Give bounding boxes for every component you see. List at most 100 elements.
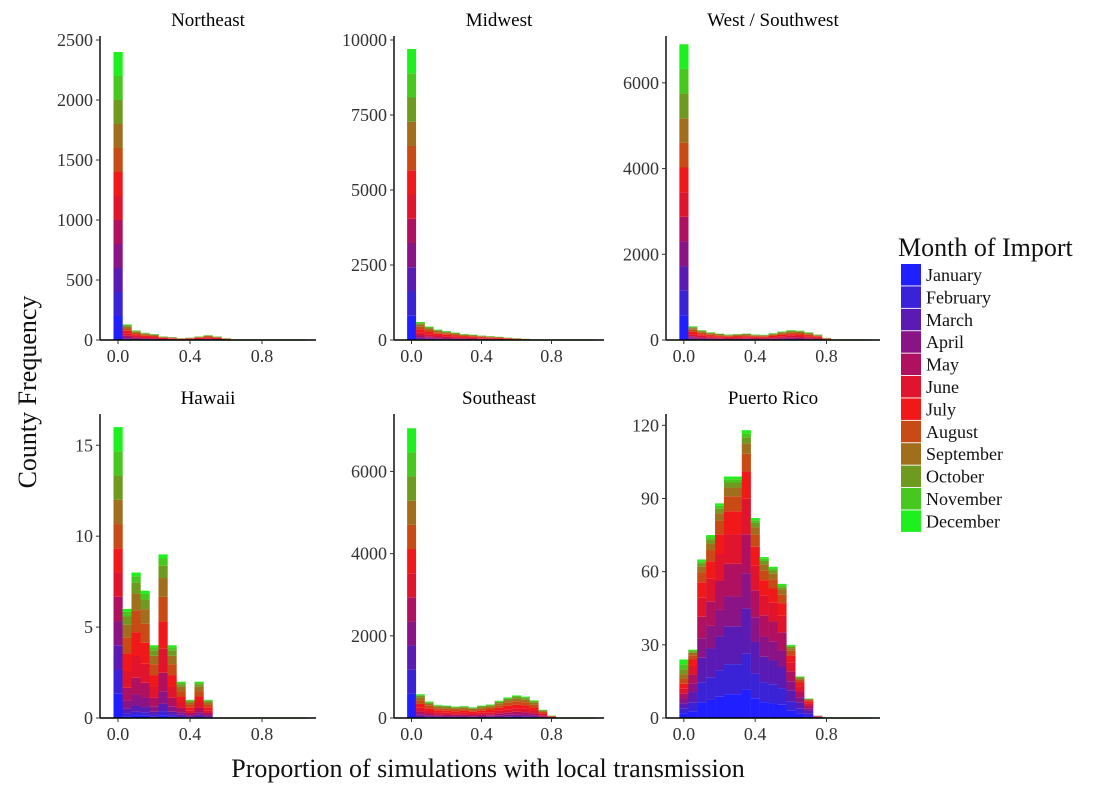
bar-segment (407, 218, 417, 243)
bar-segment (122, 328, 132, 331)
x-tick-label: 0.0 (400, 724, 423, 744)
bar-segment (750, 617, 760, 642)
bar-segment (140, 334, 150, 336)
bar-segment (786, 710, 796, 718)
bar-segment (158, 565, 168, 579)
legend-label: December (926, 511, 1000, 531)
bar-segment (185, 701, 195, 703)
bar-segment (723, 482, 734, 488)
bar-segment (433, 332, 443, 334)
panel-hawaii: 0 5 10 15 0.0 0.4 0.8 Hawaii (75, 388, 316, 744)
bar-segment (732, 596, 742, 627)
legend-label: February (926, 287, 991, 307)
panel-northeast: 0 500 1000 1500 2000 2500 0.0 0.4 0.8 Northeast (57, 10, 316, 366)
bar-segment (741, 608, 751, 654)
bar-segment (477, 716, 487, 718)
legend-swatch (901, 331, 921, 353)
bar-segment (122, 708, 132, 714)
y-tick-label: 15 (75, 435, 93, 455)
bar-segment (679, 703, 689, 709)
bar-segment (477, 708, 487, 711)
bar-segment (706, 578, 716, 602)
bar-segment (442, 708, 452, 711)
bar-segment (768, 684, 778, 704)
panel-title: Southeast (462, 388, 537, 409)
bar-segment (131, 338, 141, 340)
bar-segment (795, 333, 805, 335)
bar-segment (512, 708, 522, 712)
bar-segment (407, 315, 417, 340)
bar-segment (786, 644, 796, 646)
x-tick-label: 0.4 (744, 724, 767, 744)
bar-segment (706, 543, 716, 551)
bar-segment (777, 594, 787, 604)
bar-segment (679, 708, 689, 714)
bar-segment (715, 334, 725, 336)
bar-segment (768, 334, 778, 336)
bar-segment (131, 655, 141, 678)
bar-segment (122, 713, 132, 717)
bar-segment (407, 146, 417, 171)
y-tick-label: 0 (378, 708, 387, 728)
bar-segment (768, 337, 778, 339)
bar-segment (203, 716, 213, 718)
bar-segment (113, 244, 123, 268)
bar-segment (697, 616, 707, 639)
bar-segment (167, 686, 177, 698)
bar-segment (459, 707, 469, 710)
bar-segment (520, 705, 530, 709)
bar-segment (407, 621, 417, 646)
bar-segment (176, 684, 186, 687)
bar-segment (750, 565, 760, 591)
bar-segment (777, 587, 787, 590)
bar-segment (688, 328, 698, 330)
legend-label: July (926, 399, 956, 419)
bar-segment (131, 331, 141, 332)
bar-segment (122, 616, 132, 625)
bar-segment (185, 716, 195, 718)
bar-segment (768, 588, 778, 603)
bar-segment (424, 702, 434, 704)
bar-segment (715, 534, 725, 555)
bar-segment (494, 713, 504, 716)
bar-segment (131, 677, 141, 695)
panel-puerto-rico: 0 30 60 90 120 0.0 0.4 0.8 Puerto Rico (632, 388, 880, 744)
x-tick-label: 0.4 (470, 724, 493, 744)
bar-segment (804, 713, 814, 717)
bar-segment (723, 511, 734, 535)
bar-segment (777, 332, 787, 333)
bar-segment (688, 327, 698, 329)
x-tick-label: 0.0 (107, 724, 130, 744)
bar-segment (450, 333, 460, 334)
legend-swatch (901, 398, 921, 420)
bar-segment (442, 706, 452, 708)
bar-segment (424, 715, 434, 717)
bar-segment (158, 703, 168, 712)
bar-segment (759, 702, 769, 718)
bar-segment (433, 337, 443, 339)
bar-segment (777, 337, 787, 339)
bar-segment (407, 693, 417, 718)
bar-segment (538, 711, 548, 714)
bar-segment (442, 332, 452, 334)
panel-title: Hawaii (181, 388, 236, 409)
y-tick-label: 2500 (351, 255, 387, 275)
bar-segment (759, 564, 769, 571)
bar-segment (415, 694, 425, 695)
bar-segment (194, 691, 204, 697)
bar-segment (804, 716, 814, 718)
bar-segment (212, 337, 222, 339)
panel-midwest: 0 2500 5000 7500 10000 0.0 0.4 0.8 Midwest (342, 10, 604, 366)
bar-segment (140, 338, 150, 339)
bar-segment (140, 623, 150, 643)
bar-segment (203, 715, 213, 717)
bar-segment (149, 337, 159, 339)
bar-segment (688, 336, 698, 338)
y-tick-label: 4000 (623, 159, 659, 179)
bar-segment (679, 315, 689, 340)
bar-segment (131, 332, 141, 335)
bar-segment (477, 336, 487, 338)
bar-segment (424, 332, 434, 335)
bar-segment (113, 572, 123, 597)
